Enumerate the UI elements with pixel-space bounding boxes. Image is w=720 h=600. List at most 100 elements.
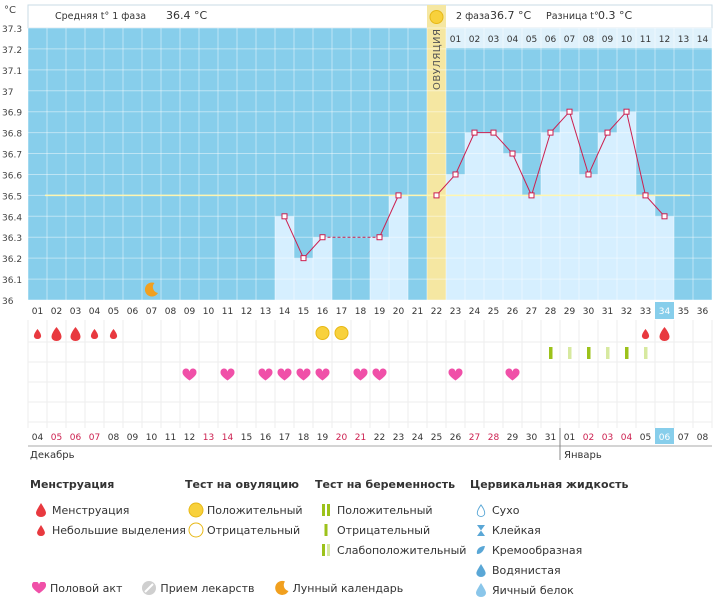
temperature-bar bbox=[313, 237, 332, 300]
temperature-point bbox=[661, 213, 668, 220]
intercourse-heart-icon bbox=[296, 368, 311, 381]
ovulation-band bbox=[427, 5, 446, 300]
date-label: 19 bbox=[317, 433, 329, 443]
cycle-day-label: 10 bbox=[203, 307, 215, 317]
date-label: 08 bbox=[108, 433, 120, 443]
date-label: 28 bbox=[488, 433, 500, 443]
pregnancy-test-icon bbox=[568, 347, 572, 359]
cycle-day-label: 20 bbox=[393, 307, 405, 317]
legend-item-ovulation-positive: Положительный bbox=[185, 500, 303, 520]
water-drop-icon bbox=[470, 563, 492, 577]
cycle-day-label: 27 bbox=[526, 307, 537, 317]
temperature-bar bbox=[484, 132, 503, 300]
cycle-day-label: 09 bbox=[184, 307, 196, 317]
phase2-day-cell bbox=[560, 28, 579, 48]
y-tick-label: 36.3 bbox=[2, 234, 22, 244]
cycle-day-label: 03 bbox=[70, 307, 81, 317]
temperature-point bbox=[623, 108, 630, 115]
intercourse-heart-icon bbox=[220, 368, 235, 381]
temperature-point bbox=[376, 234, 383, 241]
temperature-bar bbox=[655, 216, 674, 300]
temperature-point bbox=[452, 171, 459, 178]
legend-label: Положительный bbox=[337, 503, 433, 517]
intercourse-heart-icon bbox=[448, 368, 463, 381]
phase2-day-label: 07 bbox=[564, 35, 575, 45]
phase2-day-label: 05 bbox=[526, 35, 537, 45]
phase2-day-label: 06 bbox=[545, 35, 557, 45]
intercourse-heart-icon bbox=[505, 368, 520, 381]
legend-label: Лунный календарь bbox=[292, 581, 404, 595]
legend-item-pregnancy-positive: Положительный bbox=[315, 500, 466, 520]
temperature-segment bbox=[550, 111, 570, 133]
phase2-day-cell bbox=[579, 28, 598, 48]
temperature-bar bbox=[560, 111, 579, 300]
test-two-lines-icon bbox=[315, 503, 337, 517]
temperature-point bbox=[642, 192, 649, 199]
temperature-point bbox=[300, 255, 307, 262]
cycle-day-label: 14 bbox=[279, 307, 291, 317]
temperature-bar bbox=[617, 111, 636, 300]
cycle-day-label: 22 bbox=[431, 307, 442, 317]
temperature-bar bbox=[522, 195, 541, 300]
cycle-day-label: 15 bbox=[298, 307, 309, 317]
cycle-day-label: 28 bbox=[545, 307, 557, 317]
temperature-bar bbox=[579, 174, 598, 300]
intercourse-heart-icon bbox=[277, 368, 292, 381]
cycle-day-label: 07 bbox=[146, 307, 157, 317]
legend-item-medication: Прием лекарств bbox=[138, 578, 255, 598]
sun-outline-icon bbox=[185, 522, 207, 538]
cycle-day-label: 29 bbox=[564, 307, 576, 317]
cycle-day-label: 12 bbox=[241, 307, 252, 317]
legend-item-menstruation: Менструация bbox=[30, 500, 186, 520]
phase2-day-cell bbox=[617, 28, 636, 48]
temperature-segment bbox=[303, 236, 323, 259]
legend-item-intercourse: Половой акт bbox=[28, 578, 122, 598]
legend-label: Водянистая bbox=[492, 563, 561, 577]
cycle-day-label: 19 bbox=[374, 307, 386, 317]
temperature-point bbox=[319, 234, 326, 241]
phase2-day-cell bbox=[503, 28, 522, 48]
phase2-day-cell bbox=[465, 28, 484, 48]
month-label-december: Декабрь bbox=[30, 450, 75, 461]
date-label: 08 bbox=[697, 433, 709, 443]
small-drop-icon bbox=[30, 524, 52, 536]
legend-item-spotting: Небольшие выделения bbox=[30, 520, 186, 540]
temperature-bar bbox=[598, 132, 617, 300]
pregnancy-test-icon bbox=[606, 347, 610, 359]
cycle-day-label: 04 bbox=[89, 307, 101, 317]
phase2-day-label: 09 bbox=[602, 35, 614, 45]
test-one-line-icon bbox=[315, 523, 337, 537]
cycle-day-label: 23 bbox=[450, 307, 461, 317]
date-label: 04 bbox=[32, 433, 44, 443]
phase2-day-cell bbox=[693, 28, 712, 48]
temperature-bar bbox=[465, 132, 484, 300]
temperature-segment bbox=[512, 153, 532, 196]
phase2-day-cell bbox=[484, 28, 503, 48]
legend-label: Сухо bbox=[492, 503, 520, 517]
date-label: 07 bbox=[89, 433, 100, 443]
intercourse-heart-icon bbox=[353, 368, 368, 381]
y-tick-label: 36.4 bbox=[2, 213, 22, 223]
drop-icon bbox=[30, 503, 52, 517]
y-tick-label: 37.3 bbox=[2, 25, 22, 35]
date-label: 10 bbox=[146, 433, 158, 443]
phase2-day-label: 01 bbox=[450, 35, 461, 45]
y-tick-label: 36.1 bbox=[2, 276, 22, 286]
menstruation-drop-icon bbox=[90, 328, 99, 340]
temperature-bar bbox=[275, 216, 294, 300]
date-label: 21 bbox=[355, 433, 366, 443]
ovulation-test-positive-icon bbox=[315, 326, 330, 340]
month-label-january: Январь bbox=[564, 450, 602, 461]
cycle-day-label: 17 bbox=[336, 307, 347, 317]
y-tick-label: 36.5 bbox=[2, 192, 22, 202]
legend-label: Менструация bbox=[52, 503, 130, 517]
phase2-day-label: 08 bbox=[583, 35, 595, 45]
y-tick-label: 37 bbox=[2, 88, 13, 98]
ovulation-label: ОВУЛЯЦИЯ bbox=[432, 29, 443, 91]
temperature-segment bbox=[645, 195, 665, 217]
legend-pregnancy-title: Тест на беременность bbox=[315, 478, 456, 491]
legend-label: Прием лекарств bbox=[160, 581, 255, 595]
phase2-day-label: 04 bbox=[507, 35, 519, 45]
ovulation-sun-icon bbox=[429, 10, 444, 24]
